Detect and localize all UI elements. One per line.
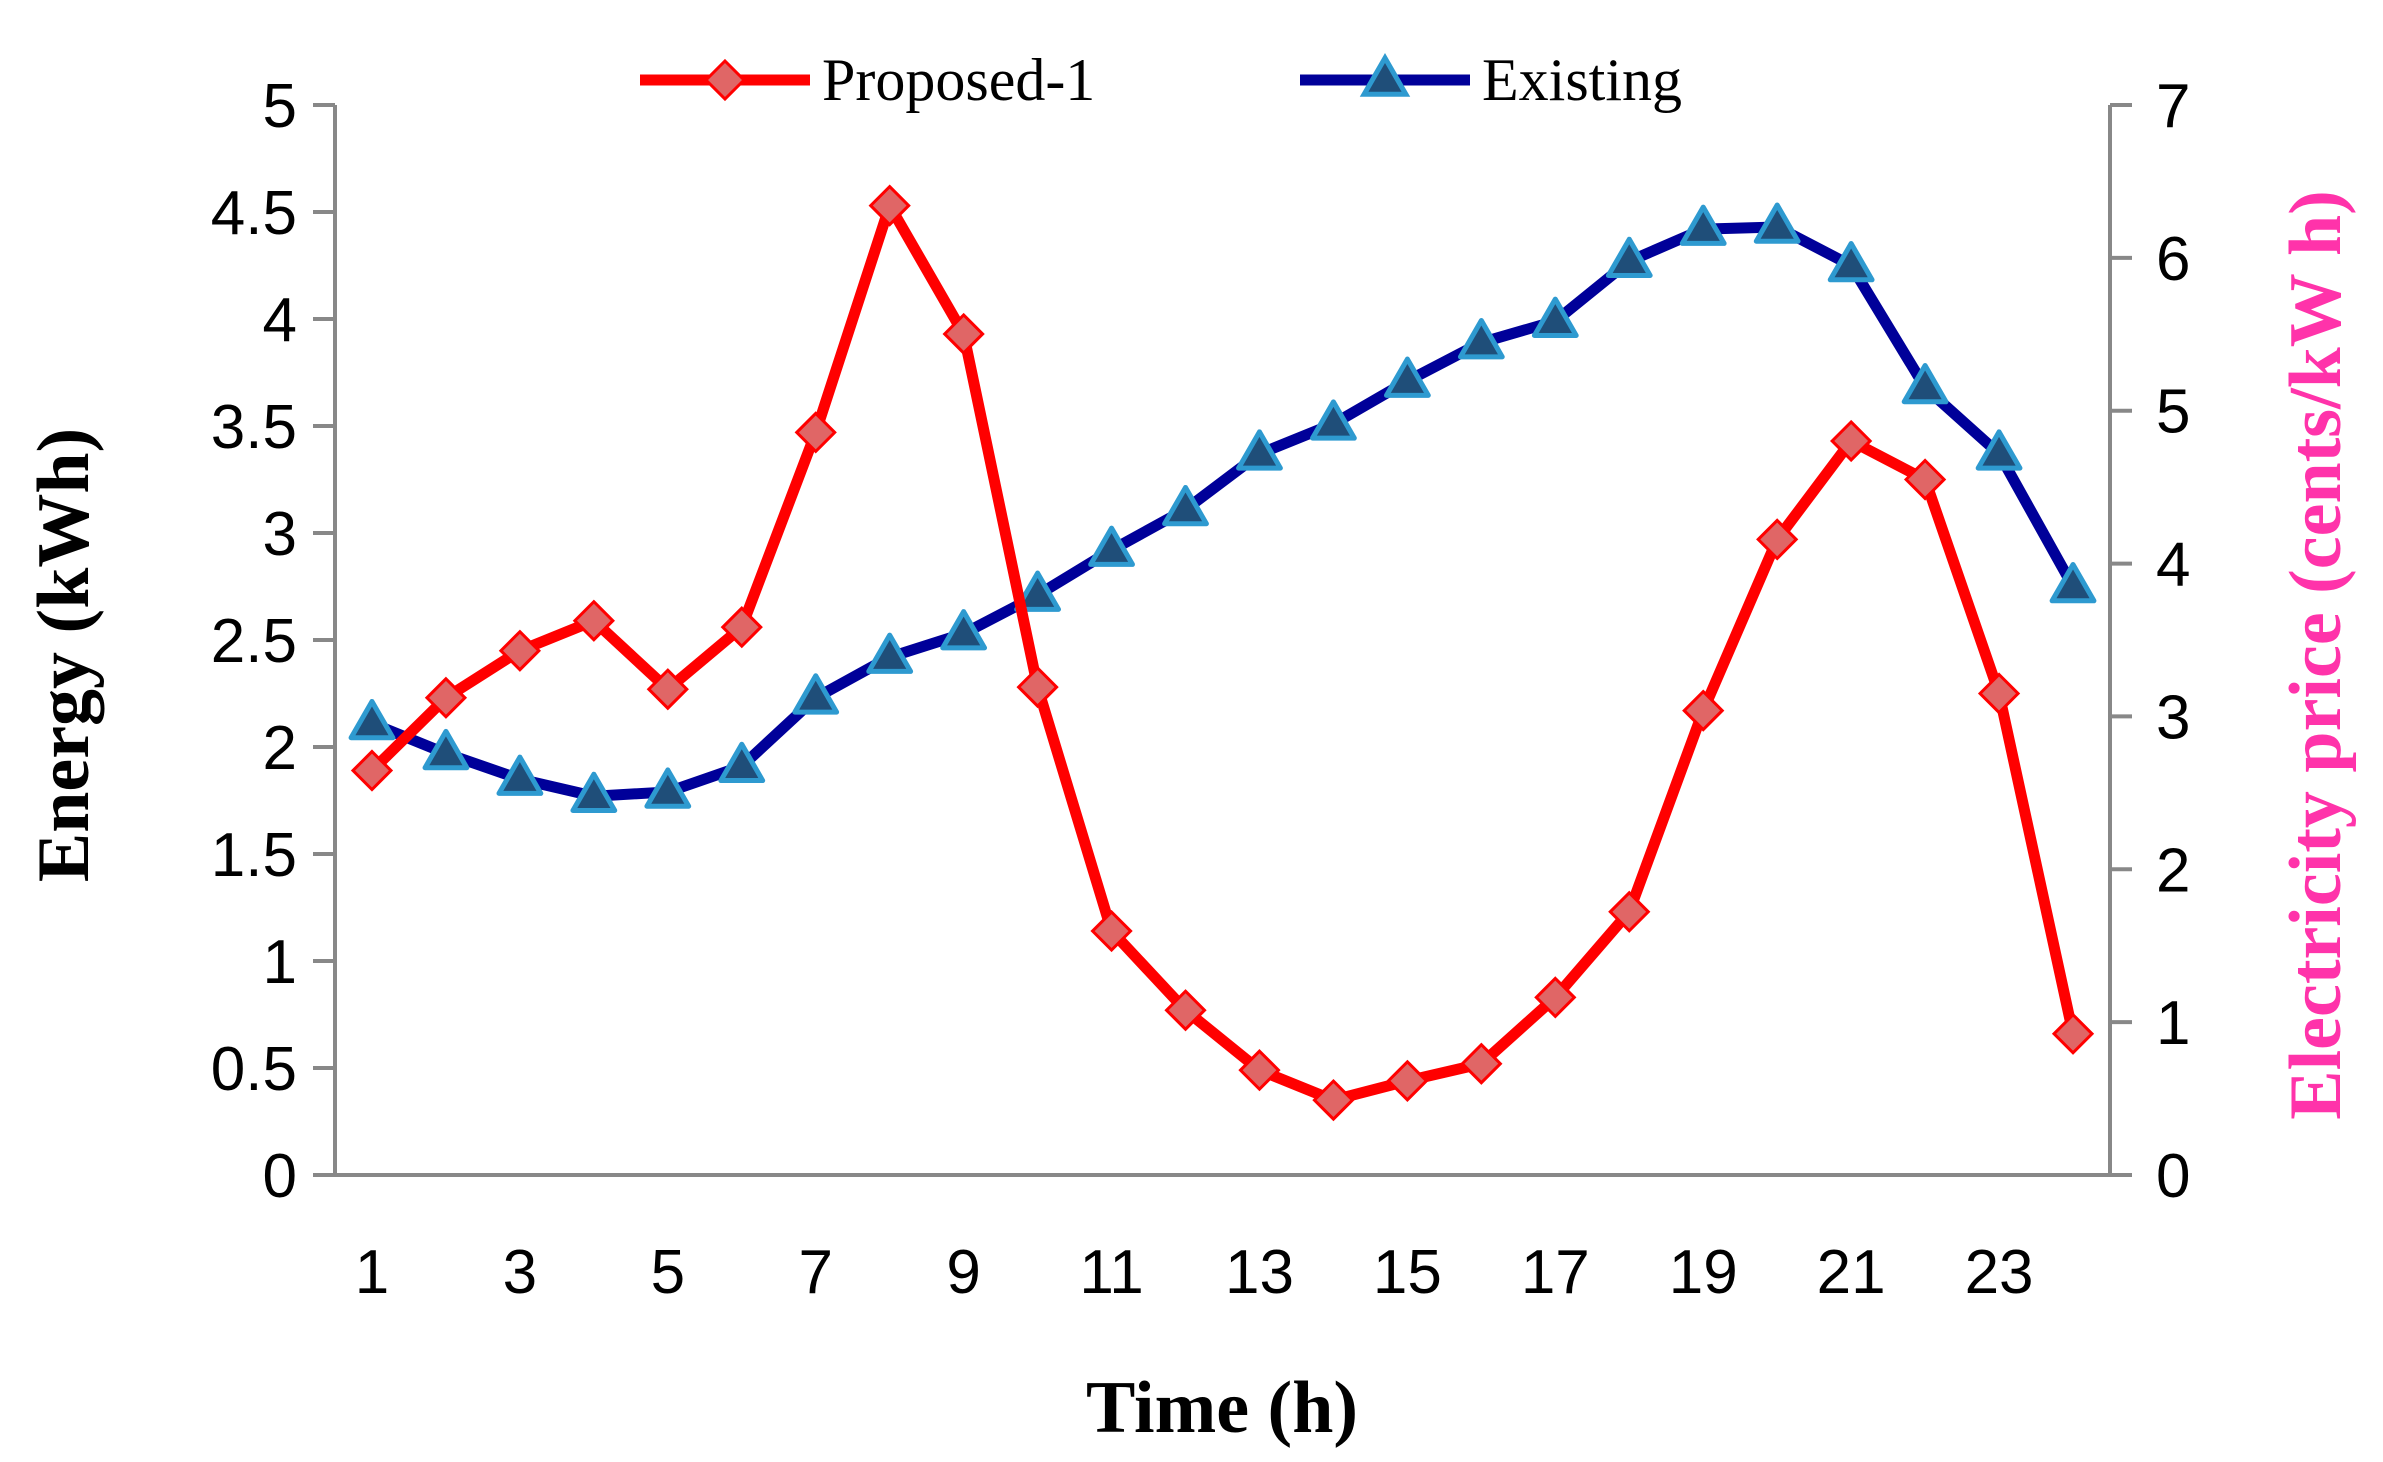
y2-axis-title: Electricity price (cents/kW h) (2275, 190, 2357, 1120)
data-point-proposed-1 (868, 184, 911, 227)
legend-label-existing: Existing (1482, 47, 1682, 113)
x-tick-label: 21 (1817, 1238, 1886, 1307)
y2-tick-label: 1 (2156, 989, 2190, 1058)
data-point-existing (866, 632, 914, 674)
data-point-proposed-1 (2051, 1012, 2095, 1055)
data-point-existing (792, 673, 840, 715)
data-point-existing (1827, 241, 1875, 283)
data-point-proposed-1 (720, 606, 763, 649)
data-point-existing (1088, 525, 1135, 567)
legend-marker-existing (1359, 52, 1411, 97)
data-point-proposed-1 (942, 312, 985, 356)
legend-marker-proposed-1 (703, 58, 747, 102)
y-axis-title: Energy (kWh) (23, 428, 105, 882)
y2-tick-label: 2 (2156, 836, 2190, 905)
x-tick-label: 7 (798, 1238, 832, 1307)
y-tick-label: 2 (263, 714, 297, 783)
data-point-proposed-1 (1903, 458, 1947, 501)
data-point-proposed-1 (1608, 890, 1651, 933)
data-point-proposed-1 (572, 599, 615, 642)
data-point-existing (1310, 399, 1357, 441)
data-point-existing (422, 728, 470, 771)
x-tick-label: 15 (1373, 1238, 1442, 1307)
data-point-existing (1236, 429, 1283, 471)
x-tick-label: 17 (1521, 1238, 1590, 1307)
data-point-existing (940, 609, 988, 651)
data-point-existing (348, 698, 396, 741)
data-point-existing (496, 754, 544, 796)
x-tick-label: 11 (1079, 1238, 1143, 1307)
y2-tick-label: 6 (2156, 225, 2190, 294)
y-tick-label: 4.5 (211, 179, 297, 248)
x-axis-title: Time (h) (1086, 1367, 1358, 1449)
data-point-proposed-1 (1386, 1059, 1429, 1102)
data-point-proposed-1 (646, 668, 689, 711)
data-point-proposed-1 (794, 411, 837, 454)
data-point-existing (644, 767, 692, 809)
y2-tick-label: 7 (2156, 72, 2190, 141)
data-point-proposed-1 (1977, 672, 2021, 715)
data-point-proposed-1 (1460, 1042, 1503, 1085)
data-point-existing (1383, 356, 1431, 398)
data-point-existing (1457, 318, 1505, 360)
data-point-proposed-1 (1312, 1078, 1355, 1122)
data-point-proposed-1 (1830, 419, 1873, 463)
data-point-existing (1605, 236, 1653, 279)
data-point-existing (1531, 296, 1579, 338)
data-point-existing (1679, 204, 1727, 246)
data-point-existing (1014, 570, 1062, 612)
data-point-proposed-1 (424, 676, 468, 719)
y-tick-label: 1.5 (211, 821, 297, 890)
data-point-proposed-1 (1756, 518, 1799, 561)
series-line-proposed-1 (368, 200, 2079, 1106)
y-tick-label: 0.5 (211, 1035, 297, 1104)
y2-tick-label: 3 (2156, 683, 2190, 752)
legend: Proposed-1 Existing (640, 47, 1682, 113)
data-point-existing (1162, 484, 1209, 527)
y-tick-label: 1 (263, 928, 297, 997)
data-point-existing (570, 771, 618, 814)
data-point-proposed-1 (1682, 689, 1725, 732)
data-point-proposed-1 (498, 629, 542, 672)
series-group (348, 184, 2097, 1122)
data-point-proposed-1 (1238, 1049, 1281, 1092)
x-tick-label: 3 (503, 1238, 537, 1307)
data-point-proposed-1 (1534, 976, 1577, 1019)
y-tick-label: 4 (263, 286, 297, 355)
x-tick-label: 23 (1965, 1238, 2034, 1307)
data-point-existing (1975, 429, 2023, 471)
data-point-existing (2049, 562, 2097, 604)
y2-tick-label: 0 (2156, 1142, 2190, 1211)
x-tick-label: 19 (1669, 1238, 1738, 1307)
data-point-existing (1901, 362, 1949, 405)
y2-tick-label: 5 (2156, 378, 2190, 447)
y-tick-label: 2.5 (211, 607, 297, 676)
data-point-existing (718, 741, 766, 784)
x-tick-label: 9 (946, 1238, 980, 1307)
x-tick-label: 1 (355, 1238, 389, 1307)
x-tick-label: 13 (1225, 1238, 1294, 1307)
legend-label-proposed-1: Proposed-1 (822, 47, 1095, 113)
y-tick-label: 0 (263, 1142, 297, 1211)
y2-tick-label: 4 (2156, 531, 2190, 600)
data-point-proposed-1 (1164, 989, 1207, 1032)
x-tick-label: 5 (651, 1238, 685, 1307)
y-tick-label: 3 (263, 500, 297, 569)
y-tick-label: 5 (263, 72, 297, 141)
data-point-proposed-1 (1016, 665, 1059, 709)
data-point-proposed-1 (1090, 909, 1133, 953)
series-line-existing (369, 221, 2078, 802)
data-point-proposed-1 (350, 749, 394, 792)
data-point-existing (1753, 202, 1801, 244)
y-tick-label: 3.5 (211, 393, 297, 462)
